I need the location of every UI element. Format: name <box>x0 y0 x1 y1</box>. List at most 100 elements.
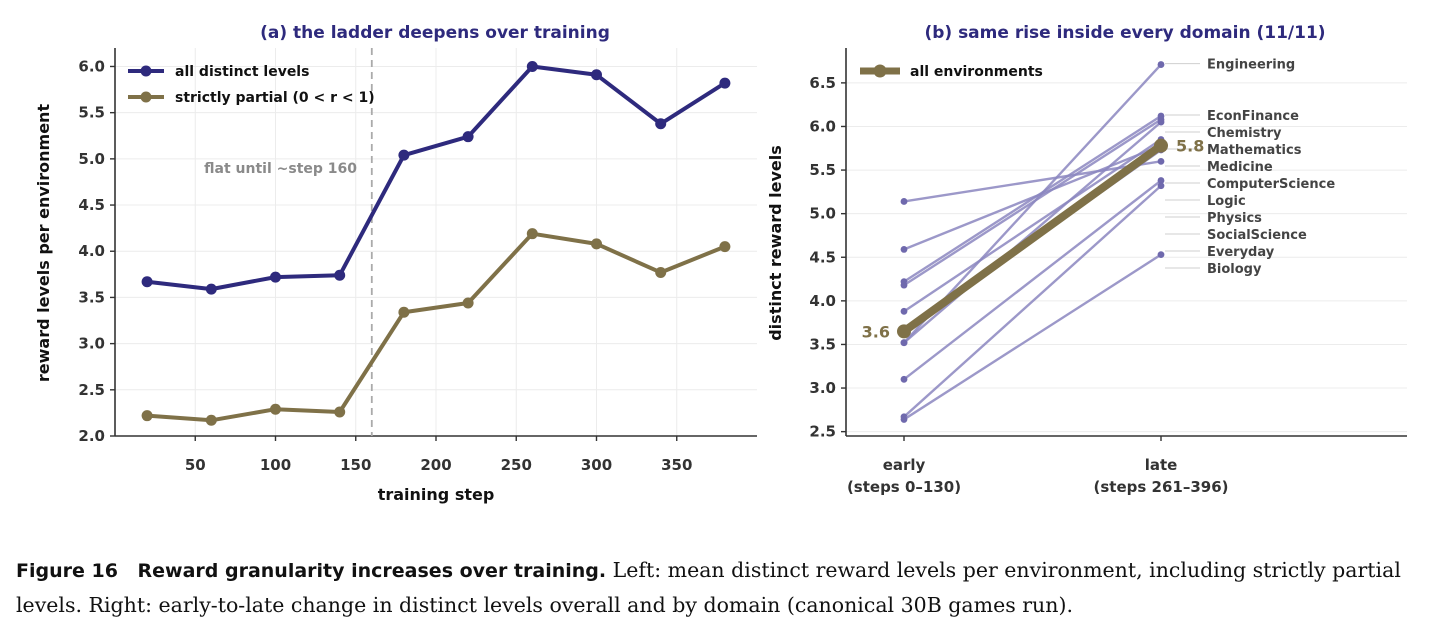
chart-a-annotation: flat until ~step 160 <box>204 161 357 177</box>
chart-a-data-point <box>334 269 346 281</box>
chart-b-overall-line <box>900 141 1165 336</box>
chart-a-xtick-label: 100 <box>260 456 291 474</box>
chart-a-data-point <box>591 69 602 81</box>
chart-a-data-point <box>655 266 667 278</box>
chart-b-ytick-label: 5.5 <box>809 161 836 179</box>
chart-a-xtick-label: 300 <box>581 456 612 474</box>
chart-b-domain-point-late <box>1157 251 1165 259</box>
chart-a-xlabel: training step <box>378 485 495 504</box>
chart-b-overall-point-late <box>1154 138 1168 153</box>
chart-b-ticks: 2.5 3.0 3.5 4.0 4.5 5.0 5.5 6.0 6.5 early (steps 0… <box>809 74 1228 496</box>
chart-a-data-point <box>141 410 153 422</box>
figure-caption: Figure 16 Reward granularity increases o… <box>16 553 1431 622</box>
caption-heading: Reward granularity increases over traini… <box>137 560 607 582</box>
chart-b-domain-line <box>903 121 1162 344</box>
chart-b-xtick-label: (steps 0–130) <box>847 478 961 496</box>
chart-a-legend-label: strictly partial (0 < r < 1) <box>175 90 375 106</box>
chart-b-domain-point-late <box>1157 118 1165 126</box>
chart-b-ytick-label: 2.5 <box>809 423 836 441</box>
chart-b-domain-label: Medicine <box>1207 160 1273 175</box>
chart-b-domain-point-late <box>1157 177 1165 184</box>
chart-b-legend: all environments <box>860 64 1043 80</box>
chart-a-data-point <box>398 149 410 161</box>
chart-a-ytick-label: 4.5 <box>78 196 105 214</box>
chart-a-xtick-label: 150 <box>340 456 371 474</box>
chart-b-domain-line <box>903 160 1162 203</box>
chart-a-title: (a) the ladder deepens over training <box>260 23 610 43</box>
chart-a-legend-marker <box>140 65 152 77</box>
chart-b-domain-label: Mathematics <box>1207 143 1302 158</box>
chart-a-series <box>141 60 731 426</box>
chart-a-series-line <box>146 64 726 292</box>
chart-b-domain-point-late <box>1157 157 1165 165</box>
chart-b-domain-line <box>903 115 1162 283</box>
chart-b-axes <box>845 48 1407 437</box>
chart-b-domain-line <box>903 144 1162 251</box>
chart-b-title: (b) same rise inside every domain (11/11… <box>924 23 1325 43</box>
chart-b-domain-point-early <box>900 281 908 289</box>
caption-label: Figure 16 <box>16 560 118 582</box>
chart-a-ytick-label: 4.0 <box>78 242 105 260</box>
chart-a-ytick-label: 2.5 <box>78 381 105 399</box>
chart-b-ytick-label: 6.5 <box>809 74 836 92</box>
chart-b-domain-label: ComputerScience <box>1207 177 1335 192</box>
chart-b-domain-point-early <box>900 339 908 347</box>
chart-a-grid <box>115 48 757 437</box>
chart-b-legend-label: all environments <box>910 64 1043 80</box>
chart-b-domain-label: Logic <box>1207 194 1246 209</box>
chart-a-data-point <box>719 77 731 89</box>
chart-b-overall-late-label: 5.8 <box>1176 137 1204 156</box>
chart-b-domain-labels: Engineering EconFinance Chemistry Mathemati… <box>1165 58 1335 277</box>
chart-a-series-line <box>146 231 726 423</box>
chart-b-domain-line <box>903 253 1162 421</box>
chart-a-ytick-label: 6.0 <box>78 57 105 75</box>
chart-a-ytick-label: 2.0 <box>78 427 105 445</box>
chart-a-xtick-label: 50 <box>185 456 206 474</box>
chart-b-domain-label: Everyday <box>1207 245 1275 260</box>
chart-b-legend-marker <box>873 64 887 78</box>
chart-a-data-point <box>205 283 217 295</box>
chart-b-domain-label: SocialScience <box>1207 228 1307 243</box>
chart-a-data-point <box>655 118 667 130</box>
chart-b-overall-point-early <box>897 324 911 339</box>
chart-a-data-point <box>141 276 153 288</box>
chart-a-data-point <box>334 406 346 418</box>
chart-b-ytick-label: 5.0 <box>809 205 836 223</box>
chart-b-xtick-label: early <box>883 456 926 474</box>
chart-a-data-point <box>719 241 731 253</box>
chart-b-ytick-label: 4.5 <box>809 248 836 266</box>
chart-a-legend-marker <box>140 91 152 103</box>
chart-b-xtick-label: (steps 261–396) <box>1094 478 1229 496</box>
chart-a-data-point <box>526 228 538 240</box>
chart-b-domain-line <box>903 179 1162 381</box>
chart-b-domain-label: Engineering <box>1207 58 1295 73</box>
chart-a-ytick-label: 5.5 <box>78 104 105 122</box>
chart-b-ytick-label: 4.0 <box>809 292 836 310</box>
chart-b-ytick-label: 6.0 <box>809 117 836 135</box>
chart-a-xtick-label: 350 <box>661 456 692 474</box>
chart-a-data-point <box>205 414 217 426</box>
chart-a-data-point <box>270 403 281 415</box>
chart-b-domain-point-early <box>900 198 908 205</box>
chart-b-domain-point-early <box>900 246 908 253</box>
chart-b-domain-line <box>903 138 1162 313</box>
chart-b-ytick-label: 3.0 <box>809 379 836 397</box>
caption-text: Left: mean distinct reward levels per en… <box>16 558 1401 617</box>
chart-a-legend-label: all distinct levels <box>175 64 309 80</box>
chart-b-overall-early-label: 3.6 <box>862 322 890 341</box>
chart-b-overall: 3.6 5.8 <box>862 137 1205 342</box>
chart-b-domain-label: Chemistry <box>1207 126 1282 141</box>
chart-b-ylabel: distinct reward levels <box>766 145 785 341</box>
chart-a-xtick-label: 250 <box>501 456 532 474</box>
chart-b-domain-label: EconFinance <box>1207 109 1299 124</box>
chart-b-domain-point-late <box>1157 61 1165 68</box>
panel-b: (b) same rise inside every domain (11/11… <box>766 23 1407 496</box>
chart-a-data-point <box>591 238 602 250</box>
chart-b-ytick-label: 3.5 <box>809 335 836 353</box>
chart-b-grid <box>846 82 1407 433</box>
chart-a-data-point <box>398 306 410 318</box>
chart-b-domain-label: Biology <box>1207 262 1262 277</box>
chart-a-data-point <box>270 271 281 283</box>
chart-a-data-point <box>462 297 474 309</box>
chart-a-ticks: 2.0 2.5 3.0 3.5 4.0 4.5 5.0 5.5 6.0 50 100 150 200 25… <box>78 57 692 474</box>
